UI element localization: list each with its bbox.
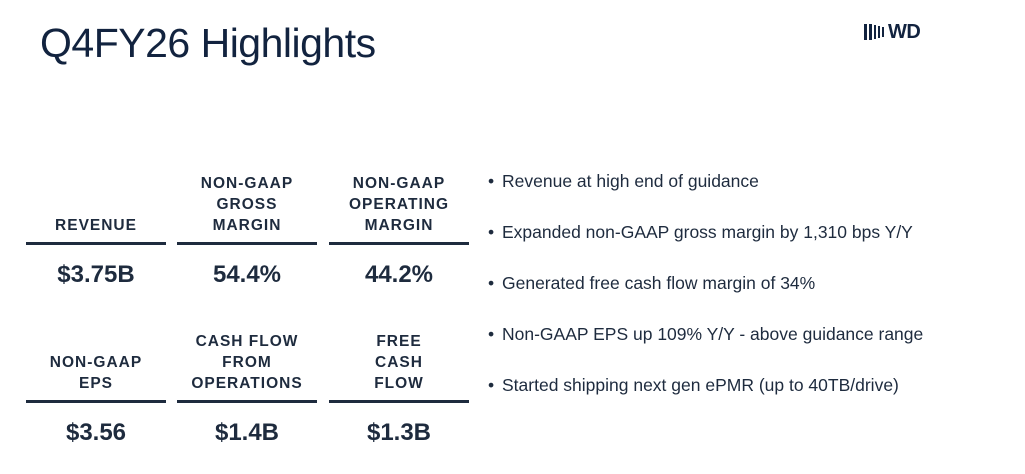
metric-value: $1.4B xyxy=(214,419,280,446)
list-item: • Started shipping next gen ePMR (up to 4… xyxy=(488,372,923,423)
metric-cash-flow-operations: CASH FLOW FROM OPERATIONS $1.4B xyxy=(177,324,317,447)
metric-label: NON-GAAP GROSS MARGIN xyxy=(200,175,294,234)
metric-divider xyxy=(329,400,469,403)
metric-divider xyxy=(329,242,469,245)
list-item: • Non-GAAP EPS up 109% Y/Y - above guidan… xyxy=(488,321,923,372)
metric-label: NON-GAAP EPS xyxy=(49,354,143,392)
metric-divider xyxy=(177,400,317,403)
metric-label: NON-GAAP OPERATING MARGIN xyxy=(349,175,449,234)
wd-logo: WD xyxy=(864,20,921,43)
bullet-icon: • xyxy=(488,375,495,395)
metric-free-cash-flow: FREE CASH FLOW $1.3B xyxy=(329,324,469,447)
metric-revenue: REVENUE $3.75B xyxy=(26,166,166,289)
metric-label: CASH FLOW FROM OPERATIONS xyxy=(191,333,303,392)
logo-wordmark: WD xyxy=(888,20,921,43)
bullet-icon: • xyxy=(488,273,495,293)
metric-value: $1.3B xyxy=(366,419,432,446)
bullet-icon: • xyxy=(488,222,495,242)
logo-bars-icon xyxy=(864,24,884,40)
metric-operating-margin: NON-GAAP OPERATING MARGIN 44.2% xyxy=(329,166,469,289)
page-title: Q4FY26 Highlights xyxy=(40,20,376,66)
highlights-list: • Revenue at high end of guidance • Expand… xyxy=(488,168,923,423)
metric-divider xyxy=(177,242,317,245)
metric-value: 54.4% xyxy=(212,261,282,288)
bullet-icon: • xyxy=(488,171,495,191)
metric-divider xyxy=(26,400,166,403)
metric-label: REVENUE xyxy=(55,217,137,234)
list-item: • Generated free cash flow margin of 34% xyxy=(488,270,923,321)
list-item: • Revenue at high end of guidance xyxy=(488,168,923,219)
metric-value: $3.56 xyxy=(65,419,127,446)
list-item: • Expanded non-GAAP gross margin by 1,310… xyxy=(488,219,923,270)
metric-divider xyxy=(26,242,166,245)
metric-value: $3.75B xyxy=(57,261,135,288)
metric-value: 44.2% xyxy=(364,261,434,288)
bullet-icon: • xyxy=(488,324,495,344)
metric-label: FREE CASH FLOW xyxy=(374,333,424,392)
metric-eps: NON-GAAP EPS $3.56 xyxy=(26,324,166,447)
metric-gross-margin: NON-GAAP GROSS MARGIN 54.4% xyxy=(177,166,317,289)
